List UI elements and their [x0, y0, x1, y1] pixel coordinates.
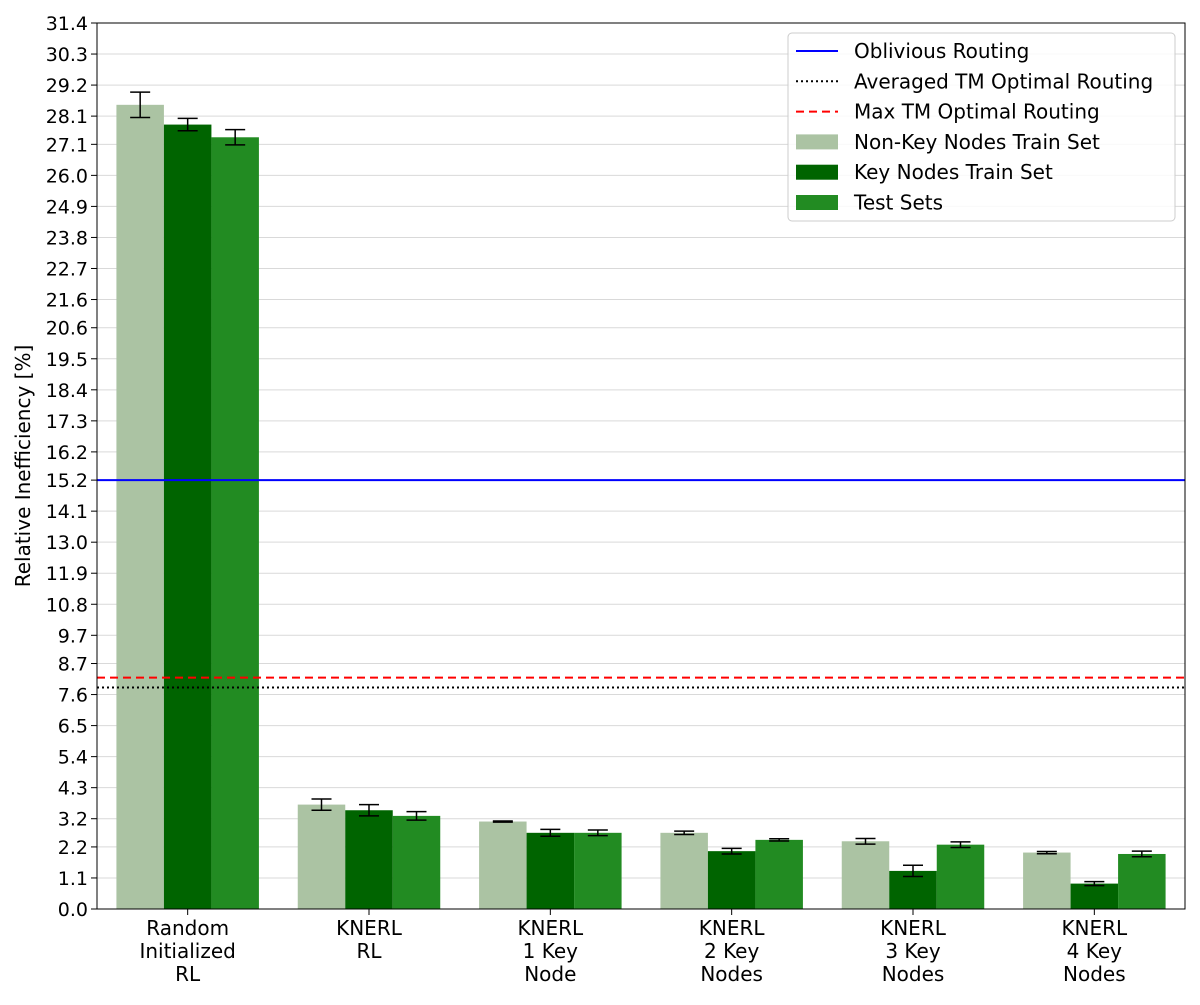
bar [1118, 853, 1166, 909]
bar [297, 804, 346, 909]
legend-item: Oblivious Routing [796, 39, 1029, 63]
legend-item: Averaged TM Optimal Routing [796, 69, 1153, 93]
bar [479, 821, 527, 909]
y-tick-label: 20.6 [46, 318, 88, 340]
legend-item: Max TM Optimal Routing [796, 100, 1100, 124]
bar [841, 841, 890, 909]
y-tick-label: 26.0 [46, 165, 88, 187]
legend-color-swatch [796, 195, 838, 210]
y-tick-label: 15.2 [46, 470, 88, 492]
y-tick-label: 6.5 [58, 716, 88, 738]
x-tick-label: RL [356, 939, 382, 963]
legend-item: Key Nodes Train Set [796, 160, 1053, 184]
y-tick-label: 0.0 [58, 899, 88, 921]
y-tick-label: 24.9 [46, 196, 88, 218]
y-tick-label: 4.3 [58, 778, 88, 800]
bar [345, 810, 393, 909]
bar [936, 844, 985, 909]
legend-label: Test Sets [853, 191, 943, 215]
bar [1023, 852, 1071, 909]
x-tick-label: Nodes [882, 962, 945, 986]
legend-box [787, 32, 1176, 222]
x-tick-label: KNERL [517, 916, 584, 940]
y-axis-title: Relative Inefficiency [%] [11, 345, 35, 588]
x-tick-label: KNERL [699, 916, 766, 940]
y-tick-label: 11.9 [46, 563, 88, 585]
legend: Oblivious Routing Averaged TM Optimal Rou… [787, 32, 1176, 222]
legend-color-swatch [796, 164, 838, 180]
y-tick-label: 2.2 [58, 837, 88, 859]
y-tick-label: 3.2 [58, 809, 88, 831]
x-tick-label: Node [524, 962, 576, 986]
y-tick-label: 16.2 [46, 442, 88, 464]
y-tick-label: 18.4 [46, 380, 88, 402]
y-tick-label: 8.7 [58, 654, 88, 676]
bars [116, 104, 1166, 910]
legend-color-swatch [796, 134, 838, 150]
bar [707, 851, 756, 909]
y-tick-label: 30.3 [46, 44, 88, 66]
y-tick-label: 31.4 [46, 13, 88, 35]
x-tick-label: Random [146, 916, 229, 940]
x-tick-label: RL [175, 962, 201, 986]
x-tick-label: Nodes [1063, 962, 1126, 986]
x-tick-label: KNERL [336, 916, 403, 940]
y-tick-label: 7.6 [58, 685, 88, 707]
x-tick-label: KNERL [1061, 916, 1128, 940]
bar [526, 832, 575, 909]
plot-frame [96, 22, 1186, 910]
bar [211, 137, 259, 909]
y-tick-label: 23.8 [46, 227, 88, 249]
x-tick-label: 3 Key [885, 939, 941, 963]
y-axis-ticks: 0.0 1.1 2.2 3.2 4.3 5.4 6.5 7.6 8.7 9.7 10.8 11.9 13… [46, 13, 97, 921]
y-tick-label: 9.7 [58, 625, 88, 647]
x-tick-label: 2 Key [704, 939, 760, 963]
x-tick-label: KNERL [880, 916, 947, 940]
error-bars [130, 91, 1152, 887]
y-tick-label: 21.6 [46, 290, 88, 312]
legend-item: Non-Key Nodes Train Set [796, 130, 1100, 154]
y-tick-label: 13.0 [46, 532, 88, 554]
bar [1070, 883, 1119, 909]
reference-lines [97, 479, 1185, 689]
y-tick-label: 28.1 [46, 106, 88, 128]
y-tick-label: 17.3 [46, 411, 88, 433]
y-tick-label: 27.1 [46, 134, 88, 156]
bar [392, 815, 441, 909]
bar [163, 124, 212, 910]
x-tick-label: Nodes [700, 962, 763, 986]
y-tick-label: 1.1 [58, 868, 88, 890]
y-tick-label: 5.4 [58, 747, 88, 769]
legend-label: Averaged TM Optimal Routing [854, 69, 1153, 93]
y-tick-label: 22.7 [46, 258, 88, 280]
legend-label: Max TM Optimal Routing [854, 100, 1100, 124]
x-tick-label: Initialized [139, 939, 235, 963]
legend-label: Oblivious Routing [854, 39, 1029, 63]
y-tick-label: 19.5 [46, 349, 88, 371]
legend-label: Non-Key Nodes Train Set [854, 130, 1100, 154]
bar [755, 839, 803, 909]
x-tick-label: 1 Key [523, 939, 579, 963]
y-tick-label: 14.1 [46, 501, 88, 523]
bar [574, 832, 622, 909]
x-tick-label: 4 Key [1067, 939, 1123, 963]
bar [660, 832, 708, 909]
legend-label: Key Nodes Train Set [854, 160, 1053, 184]
y-tick-label: 10.8 [46, 594, 88, 616]
y-tick-label: 29.2 [46, 75, 88, 97]
bar [116, 104, 164, 910]
legend-item: Test Sets [796, 191, 943, 215]
